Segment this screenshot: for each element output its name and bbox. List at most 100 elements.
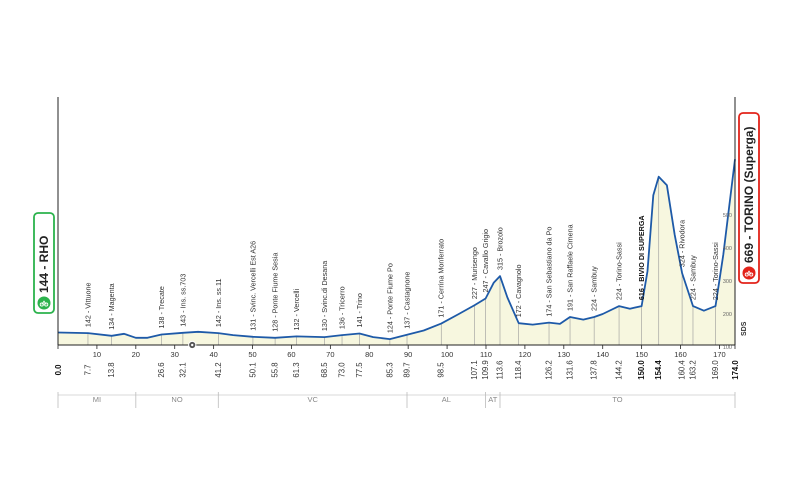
distance-tick-label: 40	[209, 350, 217, 359]
waypoint-label: 315 - Brozolo	[495, 227, 504, 270]
waypoint-km-label: 131.6	[566, 360, 575, 380]
waypoint-label: 171 - Cerrina Monferrato	[437, 239, 446, 318]
province-code: VC	[307, 395, 318, 404]
waypoint-label: 191 - San Raffaele Cimena	[566, 224, 575, 311]
bike-wheel-icon	[744, 272, 749, 277]
distance-tick-label: 100	[441, 350, 454, 359]
waypoint-km-label: 113.6	[495, 361, 504, 380]
waypoint-label: 227 - Murisengo	[470, 247, 479, 299]
province-code: TO	[612, 395, 622, 404]
province-code: AL	[442, 395, 451, 404]
bike-wheel-icon	[39, 302, 44, 307]
waypoint-km-label: 107.1	[470, 360, 479, 380]
waypoint-km-label: 144.2	[615, 360, 624, 380]
waypoint-label: 134 - Magenta	[107, 283, 116, 329]
profile-line	[57, 159, 736, 340]
waypoint-guides-layer	[87, 176, 716, 345]
finish-box	[738, 112, 760, 284]
waypoint-km-label: 61.3	[292, 362, 301, 377]
waypoint-km-label: 137.8	[590, 360, 599, 380]
waypoint-km-label: 89.7	[403, 362, 412, 377]
waypoint-label: 131 - Svinc. Vercelli Est A26	[248, 241, 257, 331]
waypoint-label: 224 - Sambuy	[590, 266, 599, 311]
bike-frame-icon	[41, 300, 47, 305]
finish-marker: 669 - TORINO (Superga)	[738, 112, 760, 284]
waypoint-label: 136 - Tricerro	[338, 286, 347, 329]
waypoint-km-label: 41.2	[214, 362, 223, 377]
distance-tick-label: 20	[132, 350, 140, 359]
waypoint-km-label: 26.6	[157, 362, 166, 377]
finish-bike-icon	[742, 266, 756, 280]
waypoint-label: 138 - Trecate	[157, 286, 166, 328]
distance-tick-label: 30	[171, 350, 179, 359]
waypoint-km-label: 55.8	[271, 362, 280, 377]
waypoint-label: 143 - Ins. ss.703	[178, 274, 187, 327]
start-label: 144 - RHO	[37, 236, 51, 293]
waypoint-label: 124 - Ponte Fiume Po	[385, 263, 394, 333]
waypoint-label: 224 - Torino-Sassi	[615, 242, 624, 300]
waypoint-km-label: 73.0	[338, 362, 347, 378]
distance-axis-layer: 0.010 20 30 40 50 60 70 80 90 100 110 120 130 140 150 1…	[54, 97, 740, 380]
profile-area	[58, 159, 735, 345]
distance-tick-label: 0.0	[54, 364, 63, 376]
waypoint-km-label: 126.2	[545, 360, 554, 380]
province-code: NO	[171, 395, 182, 404]
province-band-layer: MI NO VC AL AT TO	[57, 392, 736, 408]
distance-tick-label: 150	[635, 350, 648, 359]
bike-frame-icon	[746, 270, 752, 275]
waypoint-km-label: 154.4	[654, 360, 663, 380]
waypoint-km-label: 50.1	[248, 362, 257, 377]
waypoint-label: 130 - Svinc.di Desana	[320, 261, 329, 331]
waypoint-labels-layer: 100 200 300 400 500 142 - Vittuone 7.7 134 - Ma…	[83, 213, 732, 380]
waypoint-km-label: 32.1	[178, 362, 187, 377]
altitude-scale-label: 100	[723, 345, 732, 351]
province-code: MI	[93, 395, 101, 404]
distance-tick-label: 60	[287, 350, 295, 359]
waypoint-km-label: 109.9	[481, 360, 490, 380]
sds-side-label: SDS	[741, 321, 748, 336]
distance-tick-label: 120	[519, 350, 532, 359]
waypoint-label: 616 - BIVIO DI SUPERGA	[637, 215, 646, 300]
waypoint-km-label: 160.4	[678, 360, 687, 380]
waypoint-km-label: 7.7	[83, 365, 92, 376]
waypoint-km-label: 118.4	[514, 360, 523, 380]
waypoint-label: 224 - Sambuy	[688, 255, 697, 300]
waypoint-label: 137 - Castagnone	[403, 272, 412, 329]
start-bike-icon	[37, 296, 51, 310]
altitude-scale-label: 200	[723, 312, 732, 318]
bike-wheel-icon	[44, 302, 49, 307]
waypoint-km-label: 98.5	[437, 362, 446, 378]
altitude-scale-label: 300	[723, 279, 732, 285]
waypoint-km-label: 150.0	[637, 360, 646, 380]
waypoint-label: 132 - Vercelli	[292, 288, 301, 330]
sprint-marker-dot	[191, 343, 194, 347]
waypoint-label: 174 - San Sebastiano da Po	[545, 227, 554, 317]
waypoint-label: 142 - Vittuone	[83, 283, 92, 328]
start-finish-layer: 144 - RHO 669 - TORINO (Superga)	[33, 112, 760, 314]
distance-tick-label: 110	[480, 350, 492, 359]
distance-tick-label: 174.0	[731, 360, 740, 380]
waypoint-label: 172 - Cavagnolo	[514, 264, 523, 317]
waypoint-label: 142 - Ins. ss.11	[214, 279, 223, 328]
waypoint-label: 324 - Rivodora	[678, 220, 687, 267]
distance-tick-label: 90	[404, 350, 412, 359]
distance-tick-label: 140	[596, 350, 609, 359]
profile-area-layer	[58, 159, 735, 345]
waypoint-km-label: 13.8	[107, 362, 116, 377]
distance-tick-label: 80	[365, 350, 373, 359]
distance-tick-label: 160	[674, 350, 687, 359]
waypoint-km-label: 163.2	[688, 360, 697, 380]
altitude-scale-label: 400	[723, 246, 732, 252]
waypoint-label: 128 - Ponte Fiume Sesia	[271, 253, 280, 332]
finish-label: 669 - TORINO (Superga)	[742, 127, 756, 263]
altitude-scale-label: 500	[723, 213, 732, 219]
distance-tick-label: 130	[558, 350, 571, 359]
waypoint-km-label: 77.5	[355, 362, 364, 378]
distance-tick-label: 10	[93, 350, 101, 359]
waypoint-label: 224 - Torino-Sassi	[711, 242, 720, 300]
distance-tick-label: 50	[248, 350, 256, 359]
distance-tick-label: 70	[326, 350, 334, 359]
start-marker: 144 - RHO	[33, 212, 55, 314]
start-box	[33, 212, 55, 314]
